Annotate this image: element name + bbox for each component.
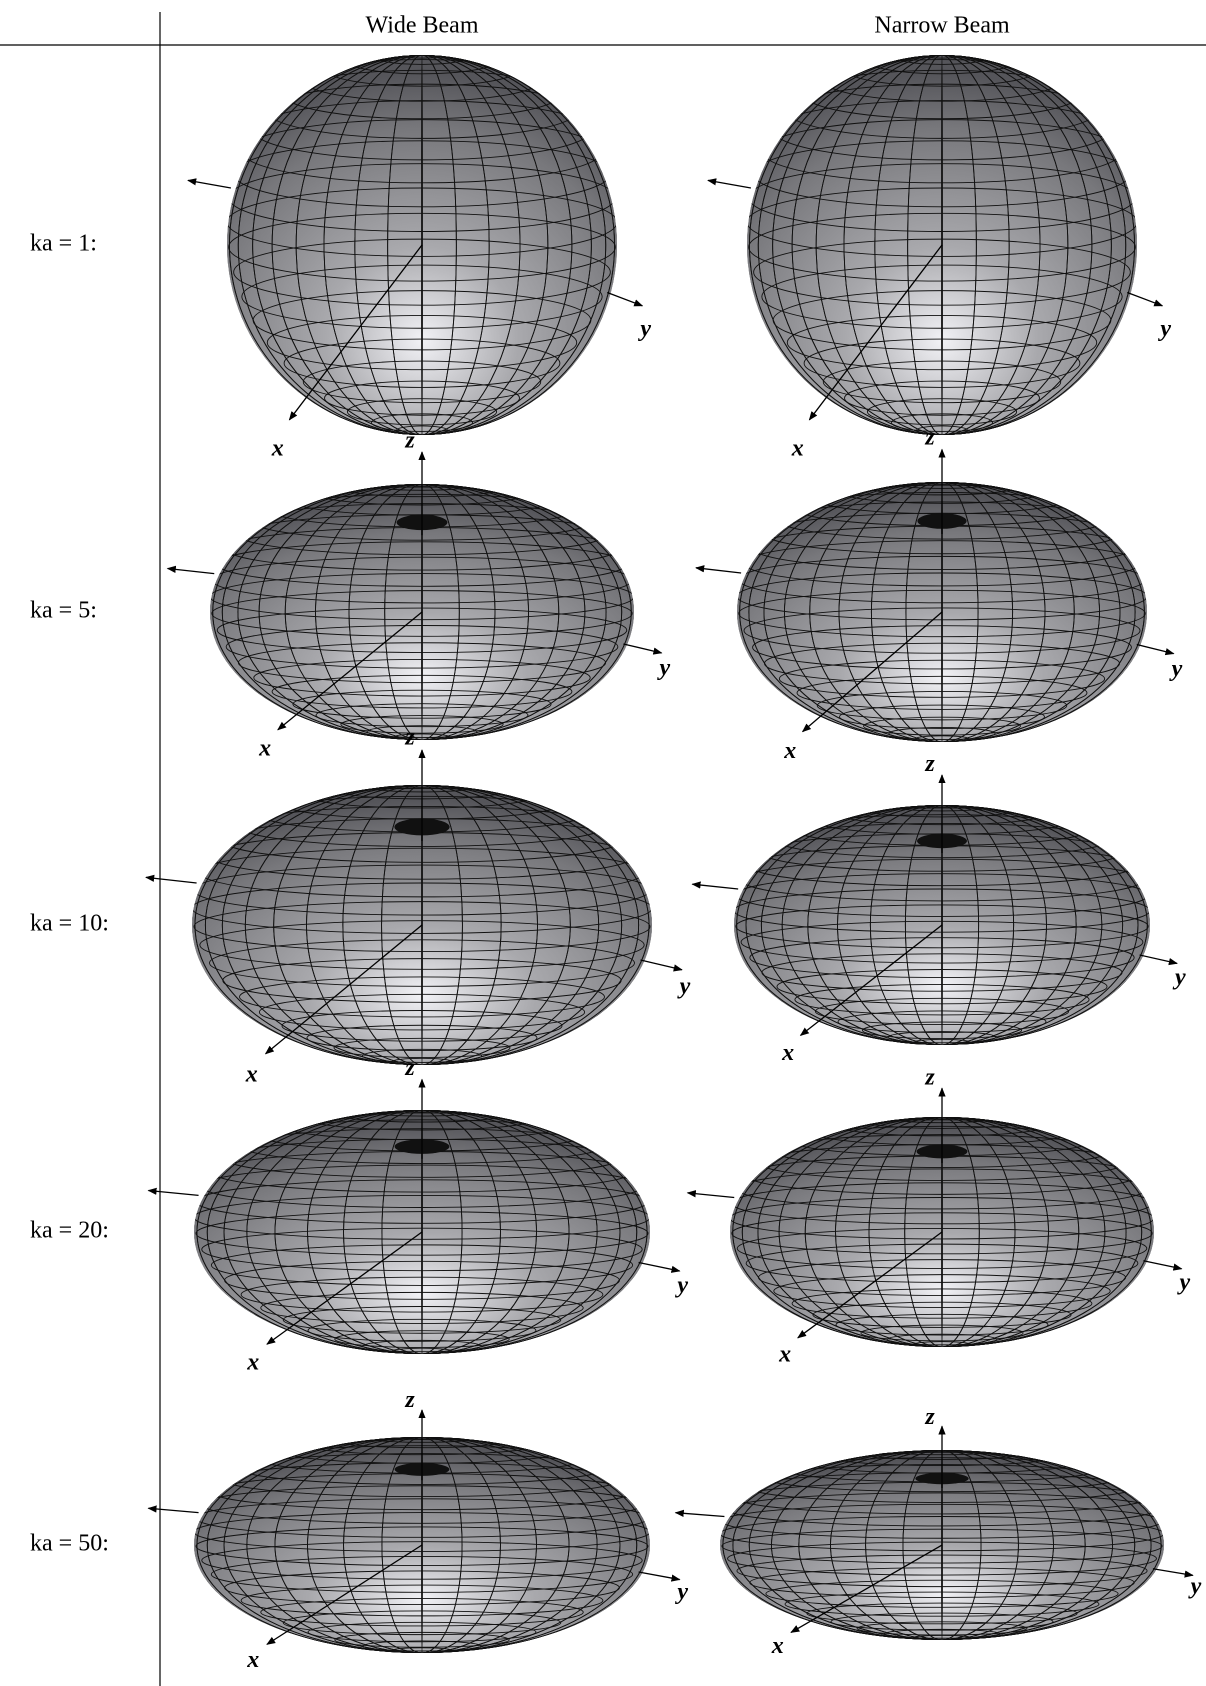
beam-pattern [146, 750, 682, 1065]
axis-label: z [404, 427, 415, 453]
column-header: Narrow Beam [874, 13, 1010, 39]
axis-label: z [404, 724, 415, 750]
beam-pattern [688, 1088, 1182, 1347]
column-header: Wide Beam [366, 13, 479, 39]
beam-pattern [148, 1410, 679, 1653]
y-axis [639, 1263, 680, 1272]
axis-label: y [1172, 965, 1186, 991]
axis-label: z [924, 425, 935, 451]
axis-label: x [783, 738, 796, 764]
y-axis [641, 960, 682, 970]
axis-label: x [271, 436, 284, 462]
axis-label: y [674, 1272, 688, 1298]
axis-label: x [258, 736, 271, 762]
y-axis [1140, 955, 1177, 963]
neg-y-axis [146, 877, 197, 883]
axis-label: x [781, 1040, 794, 1066]
y-axis [607, 293, 642, 306]
y-axis [1137, 645, 1174, 654]
neg-y-axis [148, 1508, 198, 1512]
neg-y-axis [168, 568, 215, 573]
y-axis [623, 644, 661, 653]
axis-label: z [924, 1404, 935, 1430]
neg-y-axis [676, 1513, 725, 1517]
axis-label: y [677, 974, 691, 1000]
row-label: ka = 10: [30, 911, 109, 937]
neg-y-axis [688, 1193, 735, 1198]
axis-label: y [1169, 656, 1183, 682]
y-axis [1153, 1569, 1193, 1576]
axis-label: y [674, 1579, 688, 1605]
row-label: ka = 20: [30, 1218, 109, 1244]
row-label: ka = 50: [30, 1531, 109, 1557]
axis-label: y [1157, 316, 1171, 342]
beam-pattern [696, 450, 1174, 743]
beam-pattern [708, 47, 1162, 435]
neg-y-axis [148, 1191, 198, 1196]
axis-label: z [924, 751, 935, 777]
neg-y-axis [696, 568, 741, 573]
axis-label: y [1176, 1269, 1190, 1295]
neg-y-axis [188, 180, 231, 188]
axis-label: y [1188, 1573, 1202, 1599]
beam-pattern [168, 452, 662, 740]
axis-label: x [246, 1349, 259, 1375]
axis-label: x [791, 436, 804, 462]
beam-pattern [148, 1080, 679, 1355]
beam-pattern [692, 775, 1177, 1045]
axis-label: x [771, 1633, 784, 1659]
axis-label: z [924, 1065, 935, 1091]
axis-label: z [404, 1387, 415, 1413]
y-axis [639, 1572, 680, 1580]
axis-label: y [637, 316, 651, 342]
y-axis [1143, 1261, 1181, 1269]
neg-y-axis [708, 180, 751, 188]
axis-label: x [245, 1062, 258, 1088]
axis-label: x [246, 1647, 259, 1673]
axis-label: x [778, 1342, 791, 1368]
axis-label: y [656, 655, 670, 681]
y-axis [1127, 293, 1162, 306]
row-label: ka = 1: [30, 231, 97, 257]
beam-pattern [188, 47, 642, 435]
axis-label: z [404, 1055, 415, 1081]
figure: Wide Beam Narrow Beam ka = 1: x y x y ka = 5:… [0, 0, 1206, 1686]
neg-y-axis [692, 884, 738, 889]
row-label: ka = 5: [30, 598, 97, 624]
beam-pattern [676, 1426, 1193, 1640]
